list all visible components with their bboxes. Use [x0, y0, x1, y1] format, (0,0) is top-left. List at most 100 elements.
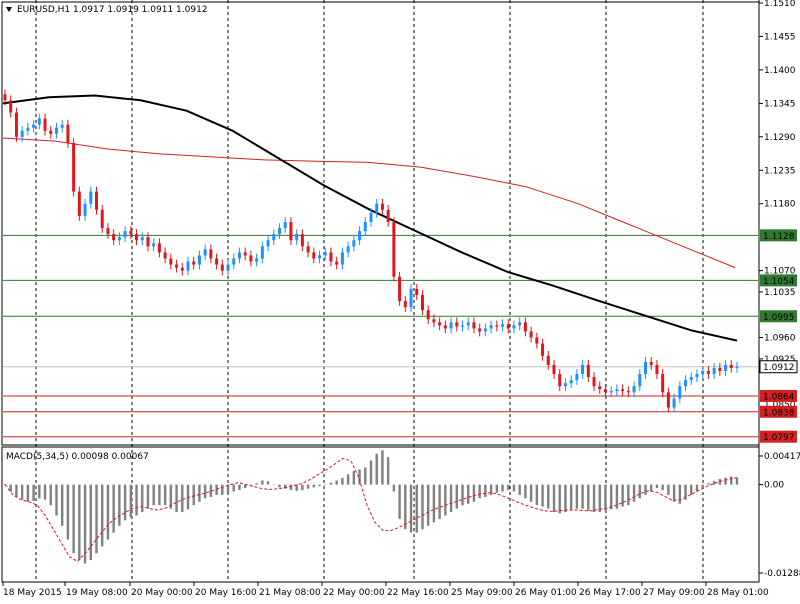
macd-bar	[369, 460, 373, 485]
candle	[129, 226, 133, 240]
macd-bar	[432, 484, 436, 523]
macd-bar	[364, 467, 367, 485]
macd-bar	[712, 481, 716, 485]
macd-bar	[329, 482, 333, 485]
macd-bar	[392, 484, 396, 492]
horizontal-levels	[3, 234, 758, 438]
macd-bar	[266, 481, 270, 485]
candle	[220, 259, 224, 276]
candle	[89, 186, 93, 209]
candle	[340, 247, 344, 270]
price-tick-label: 1.1180	[764, 200, 796, 210]
time-tick-label: 19 May 08:00	[66, 588, 128, 598]
candle	[506, 319, 510, 334]
macd-bar	[524, 484, 527, 499]
macd-bar	[43, 484, 47, 500]
macd-bar	[426, 484, 430, 526]
macd-bar	[558, 484, 561, 514]
candle	[592, 372, 596, 392]
macd-header: MACD(5,34,5) 0.00098 0.00067	[6, 452, 149, 462]
macd-bar	[569, 484, 573, 511]
candle	[20, 125, 24, 142]
macd-bar	[472, 484, 476, 502]
candle	[609, 386, 613, 398]
candle	[535, 332, 539, 349]
candle	[581, 360, 585, 379]
macd-bar	[398, 484, 401, 519]
symbol-header: EURUSD,H1 1.0917 1.0919 1.0911 1.0912	[17, 5, 208, 15]
candle	[529, 326, 533, 343]
candle	[209, 244, 213, 264]
macd-bar	[158, 484, 161, 506]
candle	[203, 244, 207, 261]
time-axis: 18 May 2015 19 May 08:00 20 May 00:00 20 Ma…	[2, 582, 769, 598]
macd-bar	[404, 484, 407, 530]
candle	[552, 360, 556, 379]
price-tick-label: 1.0960	[764, 334, 796, 344]
candle	[472, 317, 476, 334]
macd-bar	[381, 450, 384, 485]
time-tick-label: 26 May 01:00	[515, 588, 577, 598]
macd-bar	[55, 484, 58, 516]
macd-bar	[535, 484, 539, 506]
svg-text:1.0838: 1.0838	[763, 408, 795, 418]
candle	[346, 241, 350, 258]
level-price-label: 1.0864	[760, 389, 797, 402]
macd-bar	[547, 484, 550, 509]
candle	[546, 350, 550, 370]
macd-bar	[169, 484, 173, 509]
candle	[318, 250, 322, 264]
svg-text:1.1128: 1.1128	[763, 232, 795, 242]
candle	[466, 317, 470, 331]
price-tick-label: 1.1035	[764, 288, 796, 298]
candle	[403, 296, 407, 313]
time-tick-label: 20 May 16:00	[195, 588, 257, 598]
candle	[672, 393, 676, 413]
macd-bar	[467, 484, 470, 504]
macd-bar	[226, 484, 230, 493]
candle	[329, 247, 333, 267]
macd-bar	[421, 484, 424, 530]
candle	[375, 198, 379, 218]
candle	[632, 381, 636, 398]
macd-bar	[495, 484, 499, 493]
macd-bar	[83, 484, 87, 564]
candle	[146, 232, 150, 252]
macd-bar	[72, 484, 75, 554]
candle	[358, 226, 362, 246]
macd-bar	[289, 484, 293, 491]
candles	[3, 89, 739, 413]
price-axis: 1.1510 1.1455 1.1400 1.1345 1.1290 1.1235 1.11…	[759, 0, 798, 443]
macd-bar	[449, 484, 453, 513]
candle	[438, 317, 442, 331]
candle	[49, 125, 53, 139]
candle	[426, 305, 430, 325]
candle	[237, 247, 241, 264]
vertical-grid	[35, 0, 704, 582]
candle	[369, 207, 373, 227]
macd-bar	[507, 484, 510, 491]
candle	[3, 89, 7, 106]
candle	[295, 229, 299, 246]
macd-indicator	[3, 450, 739, 564]
candle	[518, 317, 522, 331]
candle	[123, 226, 127, 243]
macd-bar	[335, 480, 338, 485]
time-tick-label: 22 May 00:00	[323, 588, 385, 598]
chart-menu-triangle-icon[interactable]	[6, 7, 12, 12]
candle	[169, 253, 173, 270]
candle	[197, 250, 201, 270]
macd-bar	[735, 477, 739, 485]
macd-bar	[615, 484, 619, 509]
candle	[152, 238, 156, 252]
macd-bar	[135, 484, 138, 516]
candle	[655, 360, 659, 379]
price-tick-label: 1.1290	[764, 133, 796, 143]
time-tick-label: 22 May 16:00	[387, 588, 449, 598]
macd-bar	[78, 484, 81, 561]
macd-bar	[3, 483, 7, 485]
candle	[684, 375, 688, 392]
candle	[626, 386, 630, 398]
